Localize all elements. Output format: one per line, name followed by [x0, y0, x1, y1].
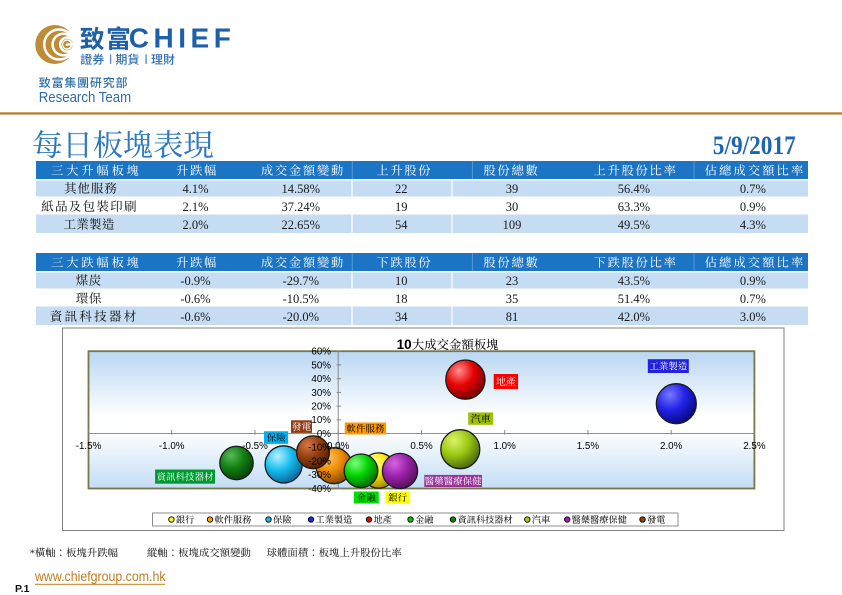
svg-text:2.5%: 2.5%	[743, 441, 766, 452]
svg-text:0.5%: 0.5%	[410, 441, 433, 452]
svg-text:4.3%: 4.3%	[740, 218, 766, 232]
svg-text:0.7%: 0.7%	[740, 182, 766, 196]
svg-text:10: 10	[397, 337, 412, 352]
svg-text:CHIEF: CHIEF	[129, 22, 236, 53]
svg-text:-0.5%: -0.5%	[242, 441, 268, 452]
svg-text:51.4%: 51.4%	[618, 292, 650, 306]
svg-text:-10.5%: -10.5%	[283, 292, 319, 306]
svg-text:50%: 50%	[311, 360, 331, 371]
svg-text:-0.6%: -0.6%	[180, 292, 210, 306]
svg-text:-1.5%: -1.5%	[76, 441, 102, 452]
svg-text:0%: 0%	[317, 429, 331, 440]
svg-text:2.1%: 2.1%	[182, 200, 208, 214]
svg-text:109: 109	[503, 218, 522, 232]
svg-text:-29.7%: -29.7%	[283, 274, 319, 288]
svg-text:81: 81	[506, 310, 519, 324]
svg-text:3.0%: 3.0%	[740, 310, 766, 324]
svg-text:60%: 60%	[311, 347, 331, 358]
svg-text:63.3%: 63.3%	[618, 200, 650, 214]
svg-text:www.chiefgroup.com.hk: www.chiefgroup.com.hk	[34, 569, 166, 585]
svg-text:*: *	[30, 548, 35, 559]
svg-text:-40%: -40%	[308, 484, 331, 495]
svg-text:49.5%: 49.5%	[618, 218, 650, 232]
svg-text:37.24%: 37.24%	[282, 200, 321, 214]
svg-text:23: 23	[506, 274, 519, 288]
svg-text:19: 19	[395, 200, 408, 214]
svg-text:30: 30	[506, 200, 519, 214]
svg-text:20%: 20%	[311, 402, 331, 413]
svg-text:-20.0%: -20.0%	[283, 310, 319, 324]
svg-text:30%: 30%	[311, 388, 331, 399]
svg-text:0.0%: 0.0%	[327, 441, 350, 452]
svg-text:10%: 10%	[311, 415, 331, 426]
svg-text:0.9%: 0.9%	[740, 274, 766, 288]
svg-text:4.1%: 4.1%	[182, 182, 208, 196]
svg-text:14.58%: 14.58%	[282, 182, 321, 196]
svg-text:22: 22	[395, 182, 408, 196]
svg-text:43.5%: 43.5%	[618, 274, 650, 288]
svg-text:56.4%: 56.4%	[618, 182, 650, 196]
svg-text:35: 35	[506, 292, 519, 306]
svg-text:1.0%: 1.0%	[494, 441, 517, 452]
svg-text:22.65%: 22.65%	[282, 218, 321, 232]
svg-text:10: 10	[395, 274, 408, 288]
svg-text:-20%: -20%	[308, 456, 331, 467]
svg-text:-1.0%: -1.0%	[159, 441, 185, 452]
svg-text:40%: 40%	[311, 374, 331, 385]
svg-text:5/9/2017: 5/9/2017	[713, 130, 796, 160]
svg-text:39: 39	[506, 182, 519, 196]
svg-text:34: 34	[395, 310, 408, 324]
svg-text:1.5%: 1.5%	[577, 441, 600, 452]
svg-text:-30%: -30%	[308, 470, 331, 481]
svg-text:0.7%: 0.7%	[740, 292, 766, 306]
svg-text:2.0%: 2.0%	[660, 441, 683, 452]
svg-text:-0.9%: -0.9%	[180, 274, 210, 288]
svg-text:2.0%: 2.0%	[182, 218, 208, 232]
svg-text:42.0%: 42.0%	[618, 310, 650, 324]
svg-text:54: 54	[395, 218, 408, 232]
svg-text:-10%: -10%	[308, 443, 331, 454]
svg-text:Research Team: Research Team	[39, 90, 131, 106]
svg-text:-0.6%: -0.6%	[180, 310, 210, 324]
svg-text:0.9%: 0.9%	[740, 200, 766, 214]
svg-text:18: 18	[395, 292, 408, 306]
svg-text:P.1: P.1	[15, 583, 30, 595]
